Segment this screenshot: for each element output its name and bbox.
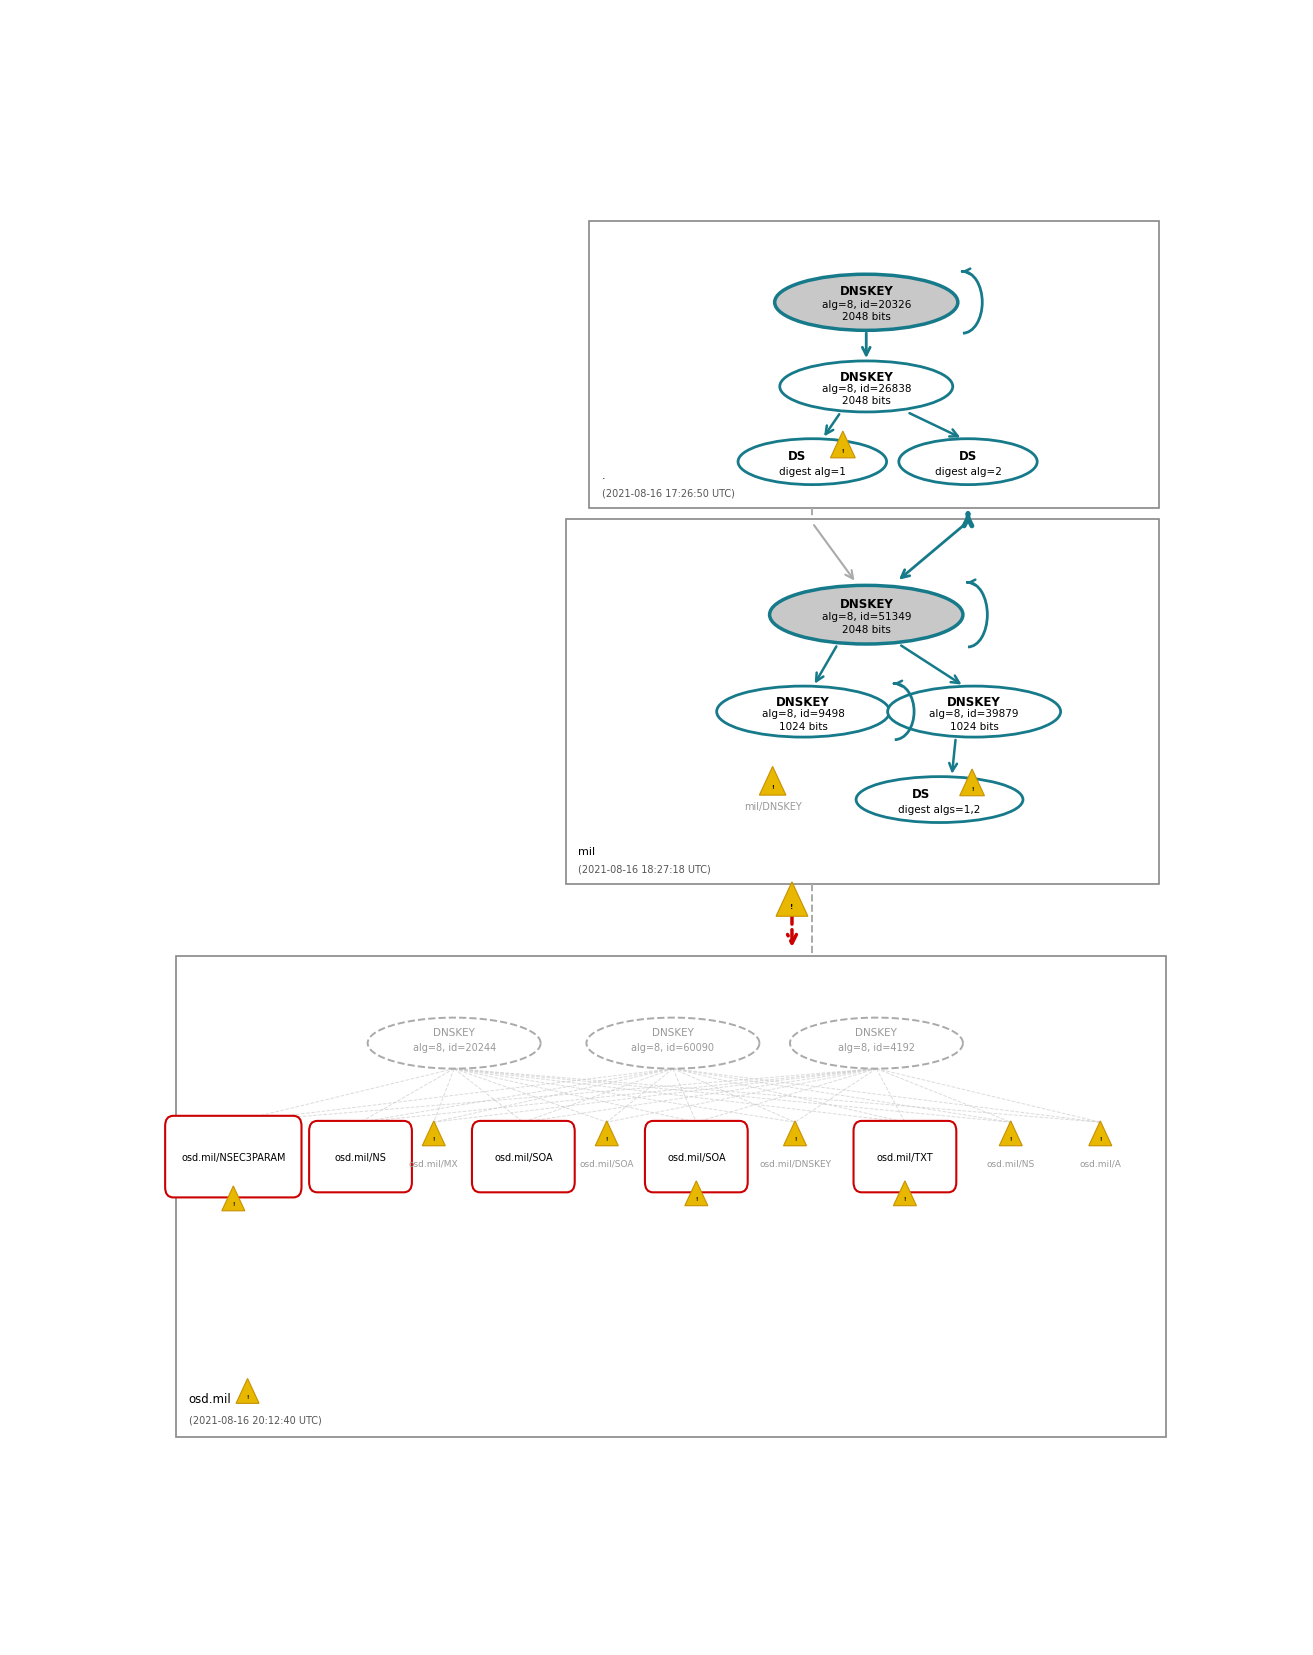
Text: digest alg=1: digest alg=1 — [779, 467, 846, 477]
Polygon shape — [830, 432, 855, 458]
Text: osd.mil/TXT: osd.mil/TXT — [877, 1152, 934, 1162]
Polygon shape — [960, 770, 985, 796]
FancyBboxPatch shape — [590, 222, 1159, 508]
Text: alg=8, id=20244: alg=8, id=20244 — [412, 1043, 496, 1053]
FancyBboxPatch shape — [165, 1115, 302, 1198]
Polygon shape — [595, 1120, 618, 1145]
Text: !: ! — [794, 1137, 796, 1142]
Polygon shape — [685, 1182, 708, 1206]
Text: DNSKEY: DNSKEY — [947, 695, 1001, 708]
Text: !: ! — [842, 449, 844, 453]
Polygon shape — [784, 1120, 806, 1145]
Text: alg=8, id=4192: alg=8, id=4192 — [838, 1043, 915, 1053]
Text: osd.mil/DNSKEY: osd.mil/DNSKEY — [759, 1158, 831, 1168]
Text: alg=8, id=26838: alg=8, id=26838 — [822, 384, 911, 394]
Text: 2048 bits: 2048 bits — [842, 396, 890, 405]
Text: DNSKEY: DNSKEY — [856, 1028, 897, 1038]
FancyBboxPatch shape — [176, 957, 1166, 1437]
Text: DNSKEY: DNSKEY — [839, 597, 893, 611]
Text: DS: DS — [913, 788, 931, 801]
Text: mil: mil — [578, 846, 595, 856]
Text: 1024 bits: 1024 bits — [779, 722, 827, 732]
Text: osd.mil: osd.mil — [189, 1392, 231, 1405]
Text: !: ! — [247, 1394, 248, 1398]
Ellipse shape — [717, 687, 890, 738]
Text: osd.mil/SOA: osd.mil/SOA — [667, 1152, 726, 1162]
FancyBboxPatch shape — [645, 1120, 747, 1193]
Ellipse shape — [775, 275, 958, 331]
Text: !: ! — [1099, 1137, 1102, 1142]
Text: !: ! — [432, 1137, 435, 1142]
Text: osd.mil/NS: osd.mil/NS — [986, 1158, 1035, 1168]
Text: !: ! — [903, 1197, 906, 1202]
Ellipse shape — [738, 440, 886, 485]
Text: .: . — [601, 470, 605, 480]
Text: 2048 bits: 2048 bits — [842, 624, 890, 634]
Text: alg=8, id=20326: alg=8, id=20326 — [822, 300, 911, 309]
Text: DNSKEY: DNSKEY — [653, 1028, 693, 1038]
Text: osd.mil/NS: osd.mil/NS — [335, 1152, 386, 1162]
Text: !: ! — [695, 1197, 697, 1202]
Text: 1024 bits: 1024 bits — [949, 722, 999, 732]
Text: osd.mil/SOA: osd.mil/SOA — [494, 1152, 553, 1162]
Text: !: ! — [970, 786, 973, 791]
Text: !: ! — [771, 784, 773, 789]
Polygon shape — [423, 1120, 445, 1145]
Text: DNSKEY: DNSKEY — [433, 1028, 475, 1038]
Text: osd.mil/SOA: osd.mil/SOA — [579, 1158, 634, 1168]
Ellipse shape — [769, 586, 962, 644]
Text: !: ! — [605, 1137, 608, 1142]
Text: 2048 bits: 2048 bits — [842, 313, 890, 323]
Text: !: ! — [790, 904, 793, 910]
Text: DS: DS — [788, 450, 806, 462]
Polygon shape — [999, 1120, 1023, 1145]
Ellipse shape — [888, 687, 1061, 738]
Text: DS: DS — [958, 450, 977, 462]
Text: alg=8, id=51349: alg=8, id=51349 — [822, 612, 911, 622]
FancyBboxPatch shape — [566, 520, 1159, 884]
Text: osd.mil/A: osd.mil/A — [1079, 1158, 1121, 1168]
Text: osd.mil/NSEC3PARAM: osd.mil/NSEC3PARAM — [181, 1152, 285, 1162]
Ellipse shape — [899, 440, 1037, 485]
Polygon shape — [1088, 1120, 1112, 1145]
Text: DNSKEY: DNSKEY — [776, 695, 830, 708]
Text: DNSKEY: DNSKEY — [839, 285, 893, 298]
Text: digest algs=1,2: digest algs=1,2 — [898, 804, 981, 814]
Text: osd.mil/MX: osd.mil/MX — [408, 1158, 458, 1168]
Text: alg=8, id=39879: alg=8, id=39879 — [930, 708, 1019, 718]
Text: digest alg=2: digest alg=2 — [935, 467, 1002, 477]
Polygon shape — [236, 1379, 259, 1403]
Text: mil/DNSKEY: mil/DNSKEY — [743, 801, 801, 811]
FancyBboxPatch shape — [309, 1120, 412, 1193]
Polygon shape — [893, 1182, 916, 1206]
Text: DNSKEY: DNSKEY — [839, 371, 893, 384]
Text: !: ! — [232, 1202, 235, 1206]
Polygon shape — [222, 1187, 244, 1211]
Text: !: ! — [1010, 1137, 1012, 1142]
FancyBboxPatch shape — [471, 1120, 575, 1193]
FancyBboxPatch shape — [853, 1120, 956, 1193]
Polygon shape — [759, 766, 786, 796]
Text: (2021-08-16 18:27:18 UTC): (2021-08-16 18:27:18 UTC) — [578, 864, 712, 874]
Ellipse shape — [856, 778, 1023, 823]
Text: (2021-08-16 17:26:50 UTC): (2021-08-16 17:26:50 UTC) — [601, 488, 734, 498]
Text: alg=8, id=60090: alg=8, id=60090 — [632, 1043, 714, 1053]
Text: (2021-08-16 20:12:40 UTC): (2021-08-16 20:12:40 UTC) — [189, 1415, 322, 1425]
Ellipse shape — [780, 362, 953, 412]
Polygon shape — [776, 882, 807, 917]
Text: alg=8, id=9498: alg=8, id=9498 — [762, 708, 844, 718]
